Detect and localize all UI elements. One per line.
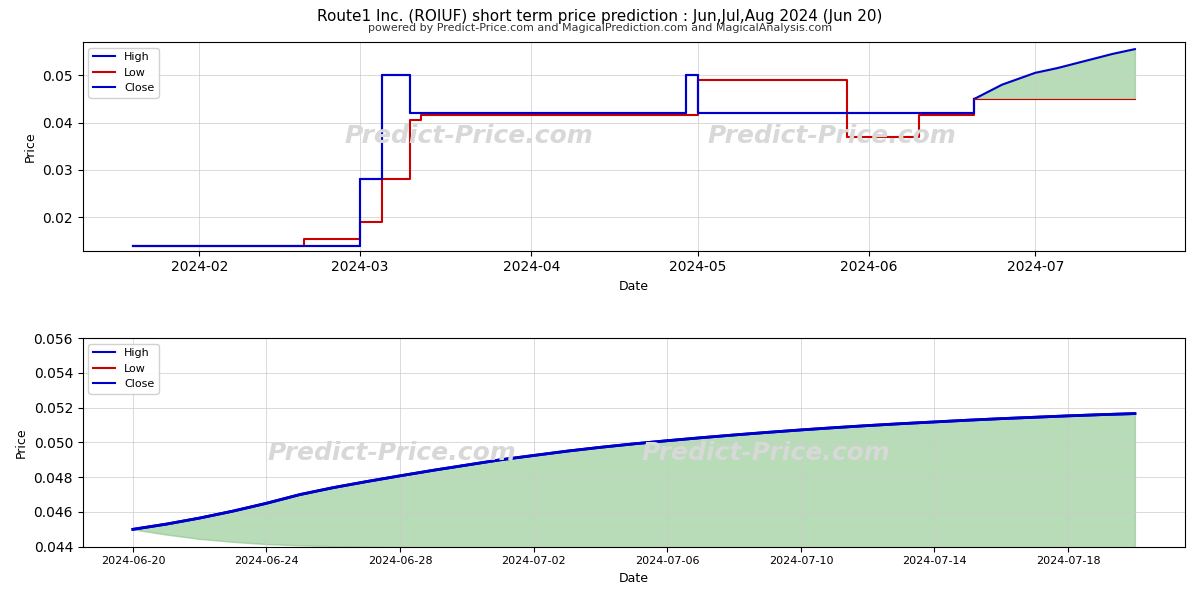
Text: powered by Predict-Price.com and MagicalPrediction.com and MagicalAnalysis.com: powered by Predict-Price.com and Magical…	[368, 23, 832, 33]
Y-axis label: Price: Price	[24, 131, 37, 161]
Y-axis label: Price: Price	[14, 427, 28, 458]
Text: Predict-Price.com: Predict-Price.com	[268, 441, 516, 465]
Legend: High, Low, Close: High, Low, Close	[89, 47, 158, 98]
Legend: High, Low, Close: High, Low, Close	[89, 344, 158, 394]
Text: Route1 Inc. (ROIUF) short term price prediction : Jun,Jul,Aug 2024 (Jun 20): Route1 Inc. (ROIUF) short term price pre…	[317, 9, 883, 24]
Text: Predict-Price.com: Predict-Price.com	[708, 124, 956, 148]
X-axis label: Date: Date	[619, 280, 649, 293]
Text: Predict-Price.com: Predict-Price.com	[642, 441, 890, 465]
X-axis label: Date: Date	[619, 572, 649, 585]
Text: Predict-Price.com: Predict-Price.com	[344, 124, 593, 148]
